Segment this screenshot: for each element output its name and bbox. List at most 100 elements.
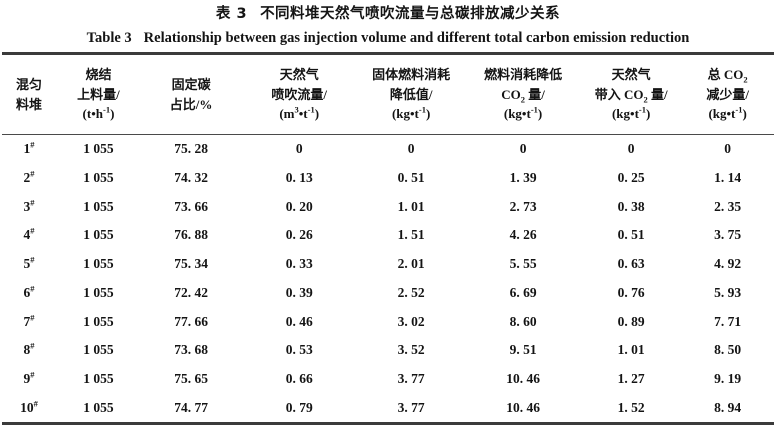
header-line: (kg•t-1) bbox=[503, 104, 543, 122]
cell-total-co2-reduction: 5. 93 bbox=[714, 284, 742, 300]
table-row: 8# 1 055 73. 68 0. 53 3. 52 9. 51 1. 01 8. 50 bbox=[2, 336, 774, 365]
table-row: 6# 1 055 72. 42 0. 39 2. 52 6. 69 0. 76 5. 93 bbox=[2, 279, 774, 308]
column-header-total-co2-reduction: 总 CO2 减少量/ (kg•t-1) bbox=[681, 55, 774, 134]
cell-solid-fuel-reduction: 3. 52 bbox=[397, 342, 425, 358]
header-line: 混匀 bbox=[16, 77, 43, 92]
cell-pile: 4# bbox=[23, 225, 35, 243]
cell-gas-brought-co2: 0. 63 bbox=[617, 256, 645, 272]
table-row: 3# 1 055 73. 66 0. 20 1. 01 2. 73 0. 38 2. 35 bbox=[2, 192, 774, 221]
cell-solid-fuel-reduction: 2. 01 bbox=[397, 256, 425, 272]
cell-gas-brought-co2: 0. 51 bbox=[617, 227, 645, 243]
table-row: 5# 1 055 75. 34 0. 33 2. 01 5. 55 0. 63 4. 92 bbox=[2, 250, 774, 279]
cell-solid-fuel-reduction: 3. 77 bbox=[397, 370, 425, 386]
header-line: 总 CO2 bbox=[707, 67, 748, 85]
table-caption-zh-label: 表 3 bbox=[215, 6, 248, 22]
cell-gas-injection: 0. 66 bbox=[285, 370, 313, 386]
header-line: 上料量/ bbox=[77, 86, 120, 102]
cell-total-co2-reduction: 2. 35 bbox=[714, 198, 742, 214]
cell-solid-fuel-reduction: 0. 51 bbox=[397, 170, 425, 186]
column-header-fuel-co2-reduction: 燃料消耗降低 CO2 量/(kg•t-1) bbox=[465, 55, 581, 134]
cell-gas-injection: 0. 20 bbox=[285, 198, 313, 214]
cell-total-co2-reduction: 9. 19 bbox=[714, 370, 742, 386]
cell-fixed-carbon: 73. 68 bbox=[174, 342, 208, 358]
cell-fuel-co2-reduction: 1. 39 bbox=[509, 170, 537, 186]
header-line: (m3•t-1) bbox=[279, 104, 320, 122]
cell-solid-fuel-reduction: 1. 01 bbox=[397, 198, 425, 214]
cell-pile: 9# bbox=[23, 369, 35, 386]
cell-fixed-carbon: 77. 66 bbox=[174, 313, 208, 329]
cell-gas-brought-co2: 1. 27 bbox=[617, 370, 645, 386]
cell-total-co2-reduction: 1. 14 bbox=[714, 170, 742, 186]
cell-gas-brought-co2: 0 bbox=[627, 141, 635, 157]
table-caption-en: Table 3 Relationship between gas injectio… bbox=[0, 29, 776, 48]
header-line: (t•h-1) bbox=[82, 104, 115, 122]
header-line: 固定碳 bbox=[171, 77, 211, 92]
cell-fuel-co2-reduction: 10. 46 bbox=[506, 370, 540, 386]
header-line: 燃料消耗降低 bbox=[484, 67, 563, 83]
cell-pile: 10# bbox=[20, 398, 38, 415]
cell-gas-brought-co2: 0. 76 bbox=[617, 284, 645, 300]
cell-total-co2-reduction: 4. 92 bbox=[714, 256, 742, 272]
cell-fuel-co2-reduction: 10. 46 bbox=[506, 399, 540, 415]
cell-gas-injection: 0. 13 bbox=[285, 170, 313, 186]
cell-gas-injection: 0. 46 bbox=[285, 313, 313, 329]
cell-sinter-feed: 1 055 bbox=[83, 141, 114, 157]
cell-fixed-carbon: 75. 34 bbox=[174, 256, 208, 272]
table-body: 1# 1 055 75. 28 0 0 0 0 0 2# 1 055 74. 32 0. 13 0. 5… bbox=[2, 135, 774, 422]
cell-gas-injection: 0. 39 bbox=[285, 284, 313, 300]
cell-fuel-co2-reduction: 8. 60 bbox=[509, 313, 537, 329]
table-row: 1# 1 055 75. 28 0 0 0 0 0 bbox=[2, 135, 774, 164]
cell-sinter-feed: 1 055 bbox=[83, 256, 114, 272]
cell-gas-injection: 0. 26 bbox=[285, 227, 313, 243]
cell-gas-injection: 0. 53 bbox=[285, 342, 313, 358]
cell-total-co2-reduction: 7. 71 bbox=[714, 313, 742, 329]
cell-pile: 3# bbox=[23, 197, 35, 214]
cell-total-co2-reduction: 3. 75 bbox=[714, 227, 742, 243]
table-header-row: 混匀 料堆 烧结 上料量/ (t•h-1) 固定碳 占比/% 天然气 喷吹流量/ (m3•t-1)… bbox=[2, 55, 774, 135]
cell-fixed-carbon: 72. 42 bbox=[174, 284, 208, 300]
cell-sinter-feed: 1 055 bbox=[83, 342, 114, 358]
table-caption-en-label: Table 3 bbox=[86, 30, 132, 46]
table-caption-zh: 表 3 不同料堆天然气喷吹流量与总碳排放减少关系 bbox=[0, 0, 776, 24]
cell-sinter-feed: 1 055 bbox=[83, 370, 114, 386]
table-caption-en-text: Relationship between gas injection volum… bbox=[143, 30, 690, 46]
cell-solid-fuel-reduction: 1. 51 bbox=[397, 227, 425, 243]
table-row: 2# 1 055 74. 32 0. 13 0. 51 1. 39 0. 25 1. 14 bbox=[2, 164, 774, 193]
table-row: 9# 1 055 75. 65 0. 66 3. 77 10. 46 1. 27 9. 19 bbox=[2, 365, 774, 394]
header-line: 烧结 bbox=[85, 67, 112, 83]
column-header-fixed-carbon: 固定碳占比/% bbox=[141, 55, 241, 134]
table-caption-zh-text: 不同料堆天然气喷吹流量与总碳排放减少关系 bbox=[260, 6, 561, 22]
cell-gas-brought-co2: 1. 01 bbox=[617, 342, 645, 358]
cell-solid-fuel-reduction: 2. 52 bbox=[397, 284, 425, 300]
table-row: 7# 1 055 77. 66 0. 46 3. 02 8. 60 0. 89 7. 71 bbox=[2, 307, 774, 336]
cell-gas-brought-co2: 0. 38 bbox=[617, 198, 645, 214]
cell-fuel-co2-reduction: 4. 26 bbox=[509, 227, 537, 243]
cell-sinter-feed: 1 055 bbox=[83, 313, 114, 329]
cell-gas-injection: 0 bbox=[295, 141, 303, 157]
header-line: 天然气 bbox=[611, 67, 651, 83]
table-row: 10# 1 055 74. 77 0. 79 3. 77 10. 46 1. 52 8. 94 bbox=[2, 393, 774, 422]
header-line: 减少量/ bbox=[706, 86, 749, 102]
cell-sinter-feed: 1 055 bbox=[83, 399, 114, 415]
cell-sinter-feed: 1 055 bbox=[83, 227, 114, 243]
data-table: 混匀 料堆 烧结 上料量/ (t•h-1) 固定碳 占比/% 天然气 喷吹流量/ (m3•t-1)… bbox=[2, 52, 774, 425]
cell-pile: 6# bbox=[23, 283, 35, 300]
cell-solid-fuel-reduction: 3. 02 bbox=[397, 313, 425, 329]
cell-sinter-feed: 1 055 bbox=[83, 284, 114, 300]
cell-fuel-co2-reduction: 9. 51 bbox=[509, 342, 537, 358]
cell-gas-injection: 0. 33 bbox=[285, 256, 313, 272]
cell-fixed-carbon: 73. 66 bbox=[174, 198, 208, 214]
cell-fuel-co2-reduction: 6. 69 bbox=[509, 284, 537, 300]
header-line: CO2 量/ bbox=[501, 86, 545, 105]
cell-fixed-carbon: 75. 65 bbox=[174, 370, 208, 386]
column-header-sinter-feed: 烧结上料量/ (t•h-1) bbox=[56, 55, 141, 134]
cell-sinter-feed: 1 055 bbox=[83, 170, 114, 186]
header-line: 带入 CO2 量/ bbox=[594, 86, 668, 105]
cell-pile: 5# bbox=[23, 254, 35, 272]
header-line: 喷吹流量/ bbox=[271, 86, 327, 102]
cell-gas-injection: 0. 79 bbox=[285, 399, 313, 415]
cell-sinter-feed: 1 055 bbox=[83, 198, 114, 214]
header-line: 占比/% bbox=[169, 96, 213, 112]
column-header-gas-injection: 天然气 喷吹流量/ (m3•t-1) bbox=[241, 55, 357, 134]
